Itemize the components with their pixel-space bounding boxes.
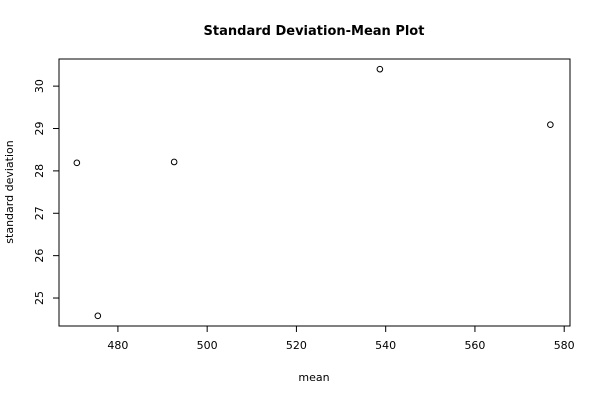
y-tick-label: 30 [33, 79, 46, 93]
y-tick-label: 25 [33, 291, 46, 305]
x-tick-label: 480 [107, 339, 128, 352]
point [547, 121, 554, 128]
x-axis-label: mean [298, 371, 329, 384]
x-tick-label: 540 [375, 339, 396, 352]
y-axis-label: standard deviation [3, 140, 16, 243]
chart-title: Standard Deviation-Mean Plot [204, 24, 425, 39]
x-tick-label: 560 [464, 339, 485, 352]
plot-frame [58, 58, 571, 327]
point [376, 65, 384, 73]
x-tick-label: 520 [286, 339, 307, 352]
point [73, 159, 81, 167]
y-tick-label: 28 [33, 164, 46, 178]
point [94, 312, 102, 320]
y-tick-label: 29 [33, 122, 46, 136]
x-tick-label: 580 [554, 339, 575, 352]
x-tick-label: 500 [197, 339, 218, 352]
y-tick-label: 27 [33, 206, 46, 220]
point [170, 158, 178, 166]
y-tick-label: 26 [33, 249, 46, 263]
